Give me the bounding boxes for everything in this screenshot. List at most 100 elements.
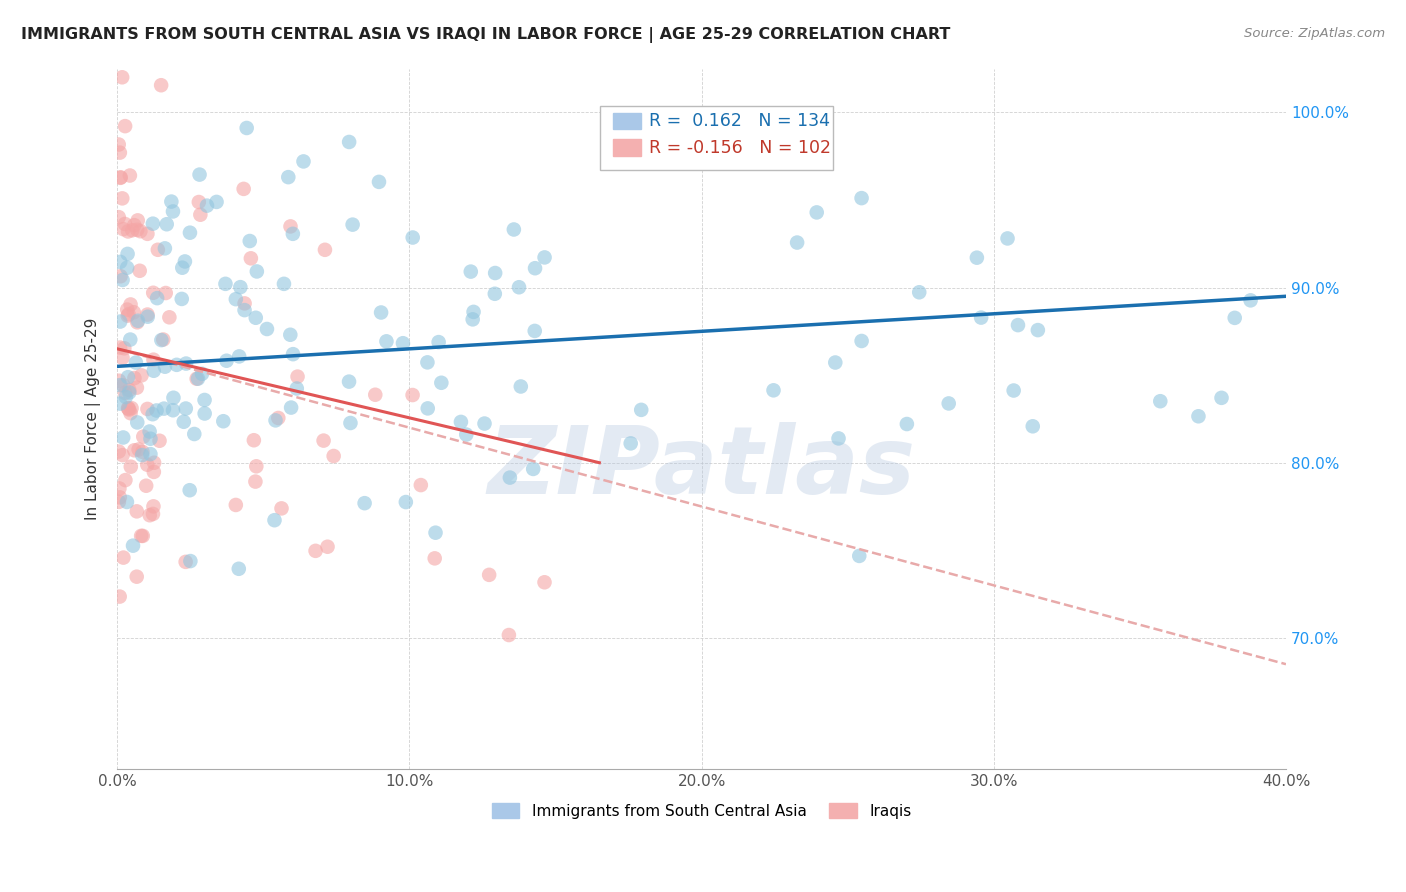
Text: IMMIGRANTS FROM SOUTH CENTRAL ASIA VS IRAQI IN LABOR FORCE | AGE 25-29 CORRELATI: IMMIGRANTS FROM SOUTH CENTRAL ASIA VS IR… <box>21 27 950 43</box>
Point <box>107 137 129 152</box>
Point <box>1239 293 1261 308</box>
Point <box>174 357 197 371</box>
Point <box>179 226 201 240</box>
Point <box>111 351 134 365</box>
Point <box>401 388 423 402</box>
Point <box>150 333 173 347</box>
Point <box>128 264 150 278</box>
Point <box>368 175 391 189</box>
Point <box>112 341 135 355</box>
Point <box>281 347 304 361</box>
Point <box>128 442 150 457</box>
Point <box>474 417 496 431</box>
Point <box>806 205 828 219</box>
Point <box>153 241 176 255</box>
Point <box>108 341 131 355</box>
Point <box>233 303 256 318</box>
Point <box>245 459 267 474</box>
Point <box>280 219 302 234</box>
Point <box>375 334 398 349</box>
Point <box>108 482 131 496</box>
Point <box>1211 391 1233 405</box>
Point <box>136 308 159 322</box>
Point <box>179 554 201 568</box>
Point <box>194 407 217 421</box>
Point <box>762 384 785 398</box>
Point <box>228 350 250 364</box>
FancyBboxPatch shape <box>613 112 641 129</box>
Point <box>108 491 131 505</box>
Point <box>127 315 149 329</box>
Point <box>195 199 218 213</box>
Point <box>246 264 269 278</box>
Point <box>630 402 652 417</box>
Point <box>215 353 238 368</box>
Point <box>114 386 136 401</box>
Point <box>143 456 166 470</box>
Point <box>107 210 129 224</box>
Point <box>316 540 339 554</box>
Point <box>121 223 143 237</box>
Point <box>174 401 197 416</box>
Point <box>179 483 201 498</box>
Point <box>129 224 152 238</box>
Point <box>233 296 256 310</box>
Point <box>160 194 183 209</box>
Point <box>848 549 870 563</box>
Point <box>112 430 135 444</box>
Point <box>322 449 344 463</box>
Point <box>138 425 160 439</box>
Point <box>186 372 208 386</box>
Point <box>190 208 212 222</box>
Point <box>142 507 165 521</box>
Point <box>142 352 165 367</box>
Point <box>205 194 228 209</box>
Point <box>115 260 138 275</box>
Point <box>509 379 531 393</box>
Point <box>138 508 160 523</box>
Point <box>461 312 484 326</box>
Point <box>162 391 184 405</box>
Point <box>188 168 211 182</box>
Point <box>508 280 530 294</box>
Point <box>1223 310 1246 325</box>
Point <box>108 374 131 388</box>
Point <box>502 222 524 236</box>
Point <box>132 430 155 444</box>
Point <box>108 495 131 509</box>
Point <box>478 567 501 582</box>
Point <box>827 431 849 445</box>
Point <box>416 401 439 416</box>
Point <box>187 194 209 209</box>
Point <box>156 217 179 231</box>
Point <box>136 227 159 241</box>
Point <box>427 335 450 350</box>
Point <box>108 314 131 328</box>
Point <box>392 336 415 351</box>
Point <box>425 525 447 540</box>
Point <box>277 170 299 185</box>
Point <box>108 145 131 160</box>
Point <box>214 277 236 291</box>
Point <box>270 501 292 516</box>
Point <box>125 504 148 518</box>
Point <box>314 243 336 257</box>
Point <box>463 305 485 319</box>
Point <box>263 513 285 527</box>
Point <box>285 382 308 396</box>
Point <box>312 434 335 448</box>
Point <box>117 224 139 238</box>
Point <box>174 254 197 268</box>
Point <box>450 415 472 429</box>
Point <box>522 462 544 476</box>
Point <box>1149 394 1171 409</box>
Point <box>120 333 142 347</box>
Point <box>118 169 141 183</box>
Point <box>114 217 136 231</box>
Point <box>110 269 132 284</box>
Point <box>127 223 149 237</box>
Point <box>225 498 247 512</box>
Point <box>292 154 315 169</box>
Y-axis label: In Labor Force | Age 25-29: In Labor Force | Age 25-29 <box>86 318 101 520</box>
Point <box>533 251 555 265</box>
